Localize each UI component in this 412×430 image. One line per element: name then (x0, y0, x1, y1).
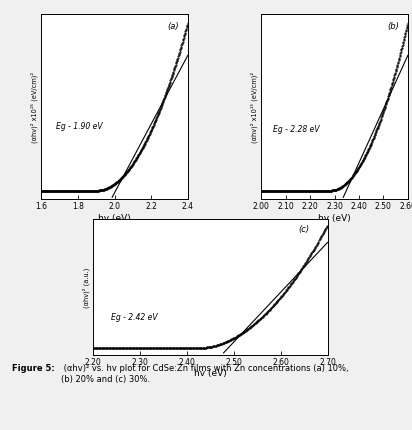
X-axis label: hv (eV): hv (eV) (194, 368, 227, 377)
X-axis label: hv (eV): hv (eV) (318, 213, 351, 222)
Y-axis label: (αhv)² x10¹⁵ (eV/cm)²: (αhv)² x10¹⁵ (eV/cm)² (31, 72, 38, 143)
Text: (b): (b) (387, 22, 399, 31)
Text: (c): (c) (298, 225, 310, 233)
Text: Eg - 2.28 eV: Eg - 2.28 eV (273, 125, 320, 134)
Text: Figure 5:: Figure 5: (12, 363, 55, 372)
Text: (αhv)² vs. hv plot for CdSe:Zn films with Zn concentrations (a) 10%,
(b) 20% and: (αhv)² vs. hv plot for CdSe:Zn films wit… (61, 363, 349, 383)
Text: (a): (a) (167, 22, 179, 31)
Text: Eg - 2.42 eV: Eg - 2.42 eV (112, 312, 158, 321)
Text: Eg - 1.90 eV: Eg - 1.90 eV (56, 122, 103, 130)
Y-axis label: (αhv)² (a.u.): (αhv)² (a.u.) (82, 267, 90, 307)
X-axis label: hv (eV): hv (eV) (98, 213, 131, 222)
Y-axis label: (αhv)² x10¹⁵ (eV/cm)²: (αhv)² x10¹⁵ (eV/cm)² (251, 72, 258, 143)
